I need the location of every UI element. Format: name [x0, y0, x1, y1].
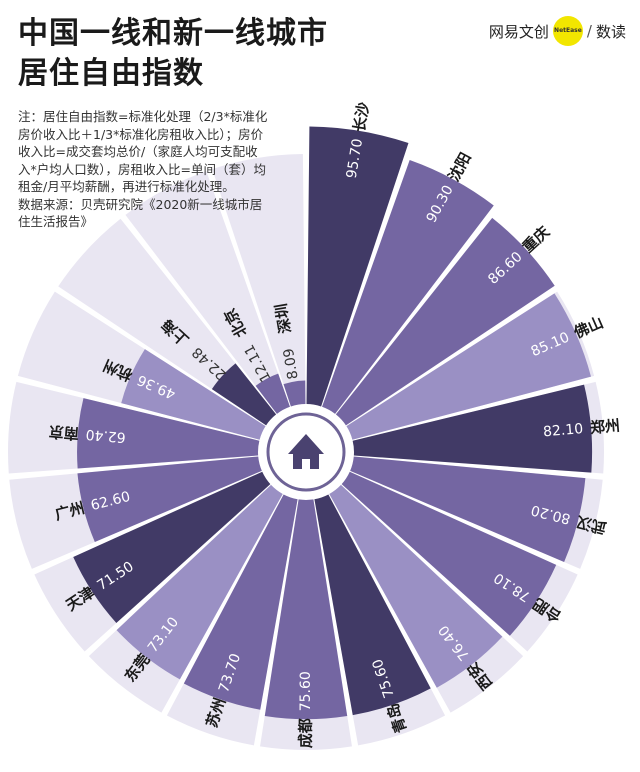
brand-logo: 网易文创 NetEase / 数读: [489, 16, 626, 46]
bar-8: [329, 484, 503, 688]
brand-section: 数读: [595, 22, 626, 41]
chart-title: 中国一线和新一线城市 居住自由指数: [18, 14, 328, 94]
brand-badge-icon: NetEase: [552, 16, 583, 46]
bar-18: [255, 373, 290, 414]
bar-14: [77, 456, 262, 542]
bar-15: [77, 398, 260, 469]
bar-11: [183, 494, 298, 710]
city-label: 沈阳: [445, 149, 475, 184]
center-ring: [266, 412, 346, 492]
bar-17: [211, 363, 277, 426]
bar-6: [350, 456, 586, 563]
source-text: 数据来源：贝壳研究院《2020新一线城市居住生活报告》: [18, 196, 263, 230]
value-label: 62.40: [85, 426, 126, 445]
bar-2: [322, 159, 494, 414]
bar-13: [73, 471, 271, 623]
bar-9: [314, 494, 431, 716]
bar-12: [116, 484, 283, 680]
bar-19: [283, 380, 306, 407]
chart-note: 注：居住自由指数=标准化处理（2/3*标准化房价收入比＋1/3*标准化房租收入比…: [18, 108, 268, 231]
house-icon: [288, 434, 324, 469]
bar-track: [125, 171, 290, 414]
city-label: 南京: [48, 422, 79, 442]
brand-name: 网易文创: [488, 22, 549, 41]
brand-divider: /: [586, 22, 592, 40]
value-label: 8.09: [281, 347, 302, 380]
title-line-2: 居住自由指数: [18, 56, 204, 91]
bar-10: [264, 499, 348, 720]
bar-1: [306, 126, 409, 407]
city-label: 佛山: [570, 313, 606, 342]
city-label: 深圳: [272, 302, 295, 335]
city-label: 成都: [297, 718, 315, 748]
bar-7: [341, 471, 557, 636]
bar-4: [346, 293, 591, 440]
bar-track: [58, 218, 277, 426]
note-text: 注：居住自由指数=标准化处理（2/3*标准化房价收入比＋1/3*标准化房租收入比…: [18, 109, 268, 194]
value-label: 82.10: [543, 421, 584, 440]
city-label: 郑州: [589, 417, 620, 437]
title-line-1: 中国一线和新一线城市: [18, 16, 328, 51]
bar-16: [121, 349, 266, 440]
city-label: 长沙: [350, 101, 373, 134]
value-label: 75.60: [298, 671, 314, 711]
bar-5: [352, 384, 593, 473]
bar-3: [335, 217, 555, 426]
bar-track: [212, 154, 306, 407]
value-label: 95.70: [344, 137, 366, 179]
